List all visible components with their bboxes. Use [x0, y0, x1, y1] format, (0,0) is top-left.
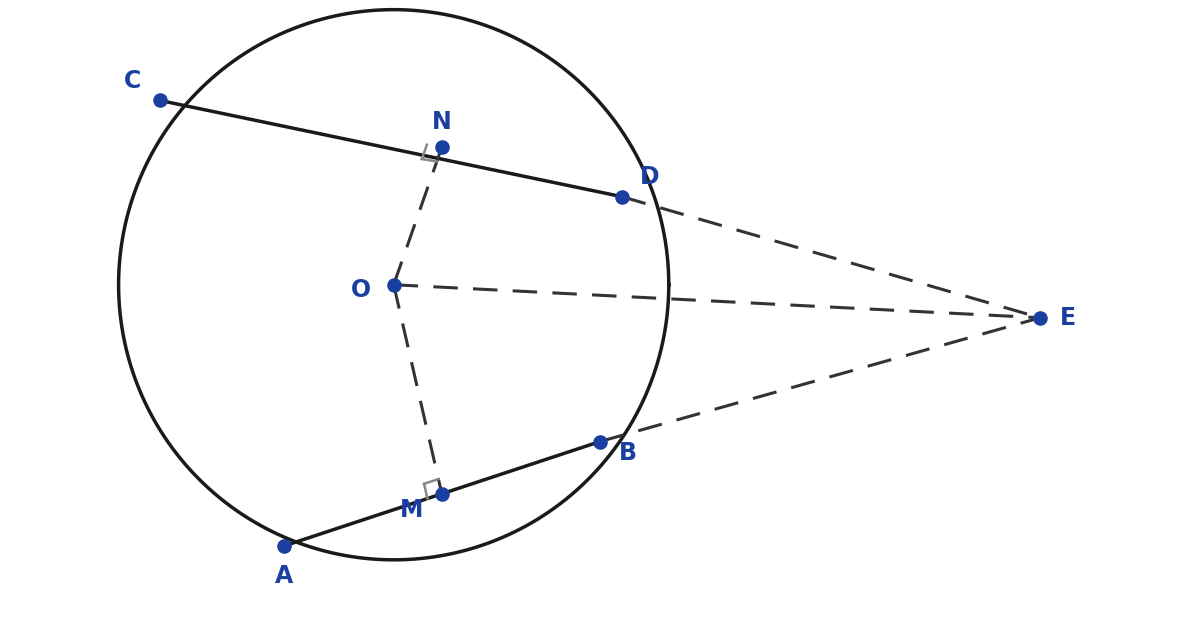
Text: B: B	[618, 440, 636, 464]
Text: M: M	[400, 498, 424, 522]
Text: A: A	[275, 564, 293, 588]
Text: O: O	[350, 278, 371, 302]
Text: C: C	[124, 69, 140, 93]
Text: E: E	[1060, 306, 1075, 329]
Point	[590, 437, 610, 447]
Point	[432, 142, 451, 152]
Point	[384, 280, 403, 290]
Point	[432, 489, 451, 499]
Point	[274, 541, 293, 551]
Point	[1031, 312, 1050, 323]
Text: N: N	[432, 110, 451, 134]
Text: D: D	[640, 166, 659, 190]
Point	[150, 95, 169, 105]
Point	[612, 192, 631, 202]
